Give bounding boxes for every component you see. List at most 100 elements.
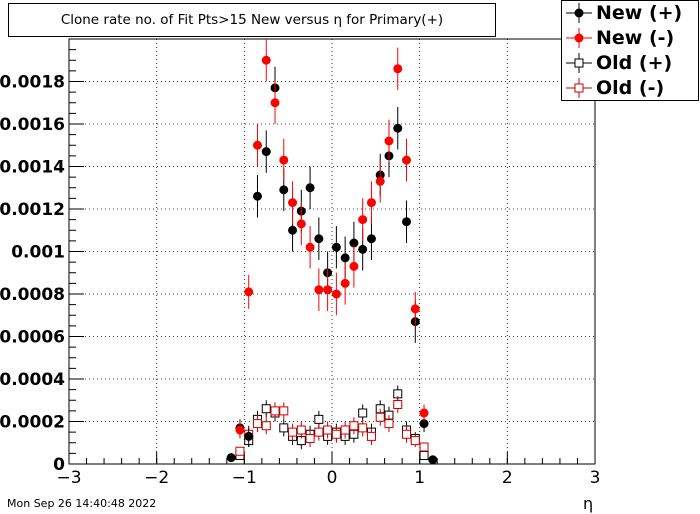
x-tick-label: 3 [590,468,601,488]
data-point [314,427,324,437]
data-point [252,140,262,150]
data-point [226,453,236,463]
data-point [305,183,315,193]
y-tick-label: 0.0006 [0,328,65,348]
x-tick-label: 1 [414,468,425,488]
data-point [288,225,298,235]
data-point [366,234,376,244]
x-axis-label: η [583,494,594,513]
data-point [279,406,289,416]
x-tick-label: −3 [56,468,81,488]
data-point [279,185,289,195]
data-point [288,427,298,437]
data-point [261,55,271,65]
data-point [402,155,412,165]
data-point [358,423,368,433]
timestamp: Mon Sep 26 14:40:48 2022 [7,497,157,510]
legend-marker-new-plus [566,3,592,23]
data-point [314,234,324,244]
data-point [410,436,420,446]
data-point [261,404,271,414]
data-point [358,408,368,418]
data-point [375,412,385,422]
legend-marker-old-minus [566,78,592,98]
chart-title-text: Clone rate no. of Fit Pts>15 New versus … [60,12,444,28]
legend-label-old-plus: Old (+) [596,52,673,74]
data-point [305,434,315,443]
data-point [340,278,350,288]
data-point [235,446,245,456]
y-tick-label: 0.0018 [0,73,65,93]
data-point [340,425,350,435]
data-point [314,285,324,295]
x-tick-label: −1 [232,468,257,488]
y-tick-label: 0.0008 [0,285,65,305]
data-point [244,431,254,441]
data-point [366,431,376,441]
x-tick-label: 0 [327,468,338,488]
data-point [384,419,394,429]
data-point [296,425,306,435]
y-tick-label: 0 [53,455,65,475]
data-point [279,155,289,165]
legend-item-new-plus: New (+) [562,1,698,26]
legend-marker-old-plus [566,53,592,73]
data-point [410,304,420,314]
data-point [288,198,298,208]
data-point [296,219,306,229]
data-point [366,198,376,208]
data-point [419,408,429,418]
data-point [358,244,368,254]
y-tick-label: 0.001 [11,243,65,263]
series-0 [226,66,438,465]
data-point [323,425,333,435]
legend-item-old-minus: Old (-) [562,76,698,101]
data-point [331,289,341,299]
data-point [331,429,341,439]
data-point [252,419,262,429]
legend: New (+) New (-) Old (+) Old (-) [561,0,699,101]
data-point [349,421,359,431]
data-point [419,451,429,460]
data-point [279,423,289,433]
x-tick-label: 2 [502,468,513,488]
x-tick-label: −2 [144,468,169,488]
data-point [384,136,394,146]
series-1 [235,39,429,439]
data-point [393,123,403,133]
y-tick-label: 0.0012 [0,200,65,220]
data-point [252,191,262,201]
data-point [305,242,315,252]
data-point [402,429,412,439]
data-point [358,215,368,225]
legend-label-new-minus: New (-) [596,27,675,49]
chart-title: Clone rate no. of Fit Pts>15 New versus … [8,3,496,37]
data-point [402,217,412,227]
data-point [428,455,438,465]
data-point [261,147,271,157]
data-point [393,64,403,74]
data-point [375,176,385,186]
data-point [314,414,324,424]
data-point [270,98,280,108]
legend-item-old-plus: Old (+) [562,51,698,76]
legend-label-old-minus: Old (-) [596,77,665,99]
data-point [419,419,429,429]
data-point [340,253,350,263]
data-point [323,285,333,295]
legend-marker-new-minus [566,28,592,48]
legend-label-new-plus: New (+) [596,2,683,24]
y-tick-label: 0.0014 [0,158,65,178]
data-point [244,287,254,297]
data-point [331,242,341,252]
data-point [349,238,359,248]
data-point [261,421,271,431]
axes: −3 −2 −1 0 1 2 3 0 0.0002 0.0004 0.0006 0.0008 0.001… [0,38,601,488]
y-tick-label: 0.0004 [0,370,65,390]
data-point [349,261,359,271]
y-tick-label: 0.0002 [0,413,65,433]
data-point [235,425,245,435]
data-point [419,442,429,452]
data-marks [226,39,438,465]
